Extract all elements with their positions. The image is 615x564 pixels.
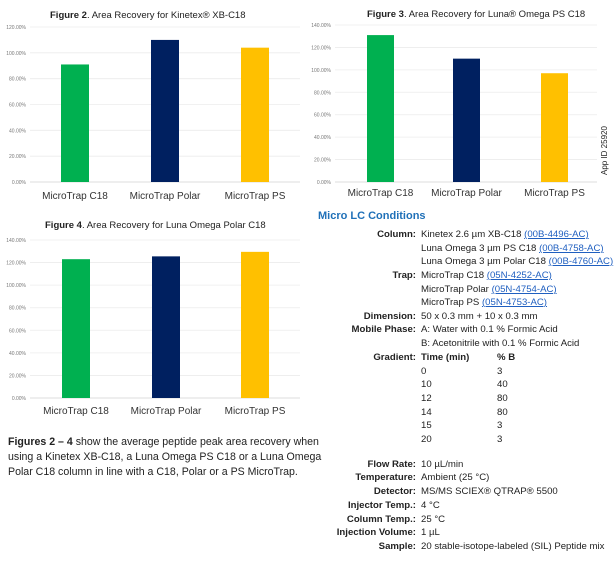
detector-row: Detector: MS/MS SCIEX® QTRAP® 5500 — [373, 486, 558, 497]
bar-microtrap-polar — [453, 58, 480, 183]
bar-microtrap-c18 — [61, 64, 89, 182]
column-part-link[interactable]: (00B-4758-AC) — [539, 243, 604, 254]
column-row: Luna Omega 3 µm PS C18 (00B-4758-AC) — [300, 242, 615, 256]
dimension-row: Dimension: 50 x 0.3 mm + 10 x 0.3 mm — [300, 310, 615, 324]
y-tick-label: 120.00% — [6, 261, 26, 267]
column-row: Column: Kinetex 2.6 µm XB-C18 (00B-4496-A… — [300, 228, 615, 242]
gradient-row: 10 40 — [421, 379, 508, 390]
category-label: MicroTrap Polar — [130, 191, 201, 202]
injector-temp-row: Injector Temp.: 4 °C — [347, 500, 440, 511]
bar-microtrap-c18 — [367, 35, 394, 182]
mobile-phase-label: Mobile Phase: — [351, 324, 416, 335]
y-tick-label: 100.00% — [6, 283, 26, 289]
bar-microtrap-polar — [151, 39, 179, 182]
column-row: Luna Omega 3 µm Polar C18 (00B-4760-AC) — [300, 255, 615, 269]
y-tick-label: 100.00% — [311, 68, 331, 74]
figure-4-title: Figure 4. Area Recovery for Luna Omega P… — [45, 220, 266, 231]
trap-row: MicroTrap PS (05N-4753-AC) — [300, 296, 615, 310]
figure-2-title: Figure 2. Area Recovery for Kinetex® XB-… — [50, 10, 246, 21]
dimension-label: Dimension: — [363, 311, 416, 322]
y-tick-label: 0.00% — [12, 180, 27, 186]
category-label: MicroTrap PS — [225, 406, 286, 417]
temperature-row: Temperature: Ambient (25 °C) — [355, 472, 490, 483]
conditions-title: Micro LC Conditions — [318, 210, 426, 222]
category-label: MicroTrap C18 — [348, 188, 414, 199]
bar-microtrap-c18 — [62, 259, 90, 398]
gradient-time-header: Time (min) — [421, 352, 470, 363]
trap-part-link[interactable]: (05N-4753-AC) — [481, 297, 548, 308]
y-tick-label: 140.00% — [311, 23, 331, 29]
gradient-row: 14 80 — [421, 407, 508, 418]
app-id: App ID 25920 — [600, 126, 609, 175]
column-label: Column: — [377, 229, 416, 240]
y-tick-label: 80.00% — [314, 90, 332, 96]
mobile-phase-row: B: Acetonitrile with 0.1 % Formic Acid — [300, 337, 615, 351]
y-tick-label: 140.00% — [6, 238, 26, 244]
bar-microtrap-ps — [241, 251, 269, 398]
column-value: Luna Omega 3 µm PS C18 — [421, 243, 540, 254]
y-tick-label: 40.00% — [314, 135, 332, 141]
category-label: MicroTrap Polar — [131, 406, 202, 417]
sample-row: Sample: 20 stable-isotope-labeled (SIL) P… — [378, 541, 605, 552]
bar-microtrap-ps — [541, 73, 568, 182]
category-label: MicroTrap C18 — [42, 191, 108, 202]
trap-value: MicroTrap Polar — [421, 284, 492, 295]
gradient-b-header: % B — [497, 352, 516, 363]
bar-microtrap-ps — [241, 47, 269, 182]
y-tick-label: 60.00% — [314, 113, 332, 119]
trap-value: MicroTrap C18 — [421, 270, 487, 281]
trap-part-link[interactable]: (05N-4252-AC) — [486, 270, 552, 281]
column-value: Luna Omega 3 µm Polar C18 — [421, 256, 549, 267]
column-temp-row: Column Temp.: 25 °C — [346, 514, 446, 525]
trap-label: Trap: — [392, 270, 416, 281]
figure-3-title: Figure 3. Area Recovery for Luna® Omega … — [367, 9, 586, 20]
gradient-row: 20 3 — [421, 434, 503, 445]
gradient-label: Gradient: — [373, 352, 416, 363]
trap-row: Trap: MicroTrap C18 (05N-4252-AC) — [300, 269, 615, 283]
bar-microtrap-polar — [152, 256, 180, 398]
mobile-phase-a: A: Water with 0.1 % Formic Acid — [421, 324, 558, 335]
y-tick-label: 60.00% — [9, 103, 27, 109]
column-part-link[interactable]: (00B-4496-AC) — [524, 229, 589, 240]
y-tick-label: 80.00% — [9, 77, 27, 83]
gradient-row: 15 3 — [421, 420, 503, 431]
category-label: MicroTrap Polar — [431, 188, 502, 199]
y-tick-label: 0.00% — [12, 396, 27, 402]
y-tick-label: 100.00% — [6, 51, 26, 57]
mobile-phase-row: Mobile Phase: A: Water with 0.1 % Formic … — [300, 323, 615, 337]
y-tick-label: 40.00% — [9, 128, 27, 134]
trap-value: MicroTrap PS — [421, 297, 482, 308]
y-tick-label: 40.00% — [9, 351, 27, 357]
y-tick-label: 120.00% — [311, 45, 331, 51]
category-label: MicroTrap PS — [225, 191, 286, 202]
figure-caption: Figures 2 – 4 show the average peptide p… — [8, 436, 322, 478]
column-part-link[interactable]: (00B-4760-AC) — [548, 256, 614, 267]
category-label: MicroTrap C18 — [43, 406, 109, 417]
y-tick-label: 20.00% — [9, 154, 27, 160]
injection-volume-row: Injection Volume: 1 µL — [336, 527, 440, 538]
mobile-phase-b: B: Acetonitrile with 0.1 % Formic Acid — [421, 338, 580, 349]
gradient-row: 12 80 — [421, 393, 508, 404]
trap-row: MicroTrap Polar (05N-4754-AC) — [300, 283, 615, 297]
y-tick-label: 0.00% — [317, 180, 332, 186]
y-tick-label: 120.00% — [6, 25, 26, 31]
y-tick-label: 20.00% — [314, 158, 332, 164]
gradient-header-row: Gradient: Time (min) % B — [300, 351, 615, 365]
dimension-value: 50 x 0.3 mm + 10 x 0.3 mm — [421, 311, 538, 322]
column-value: Kinetex 2.6 µm XB-C18 — [421, 229, 525, 240]
y-tick-label: 80.00% — [9, 306, 27, 312]
category-label: MicroTrap PS — [524, 188, 585, 199]
y-tick-label: 60.00% — [9, 328, 27, 334]
y-tick-label: 20.00% — [9, 373, 27, 379]
trap-part-link[interactable]: (05N-4754-AC) — [491, 284, 557, 295]
flow-rate-row: Flow Rate: 10 µL/min — [367, 459, 464, 470]
